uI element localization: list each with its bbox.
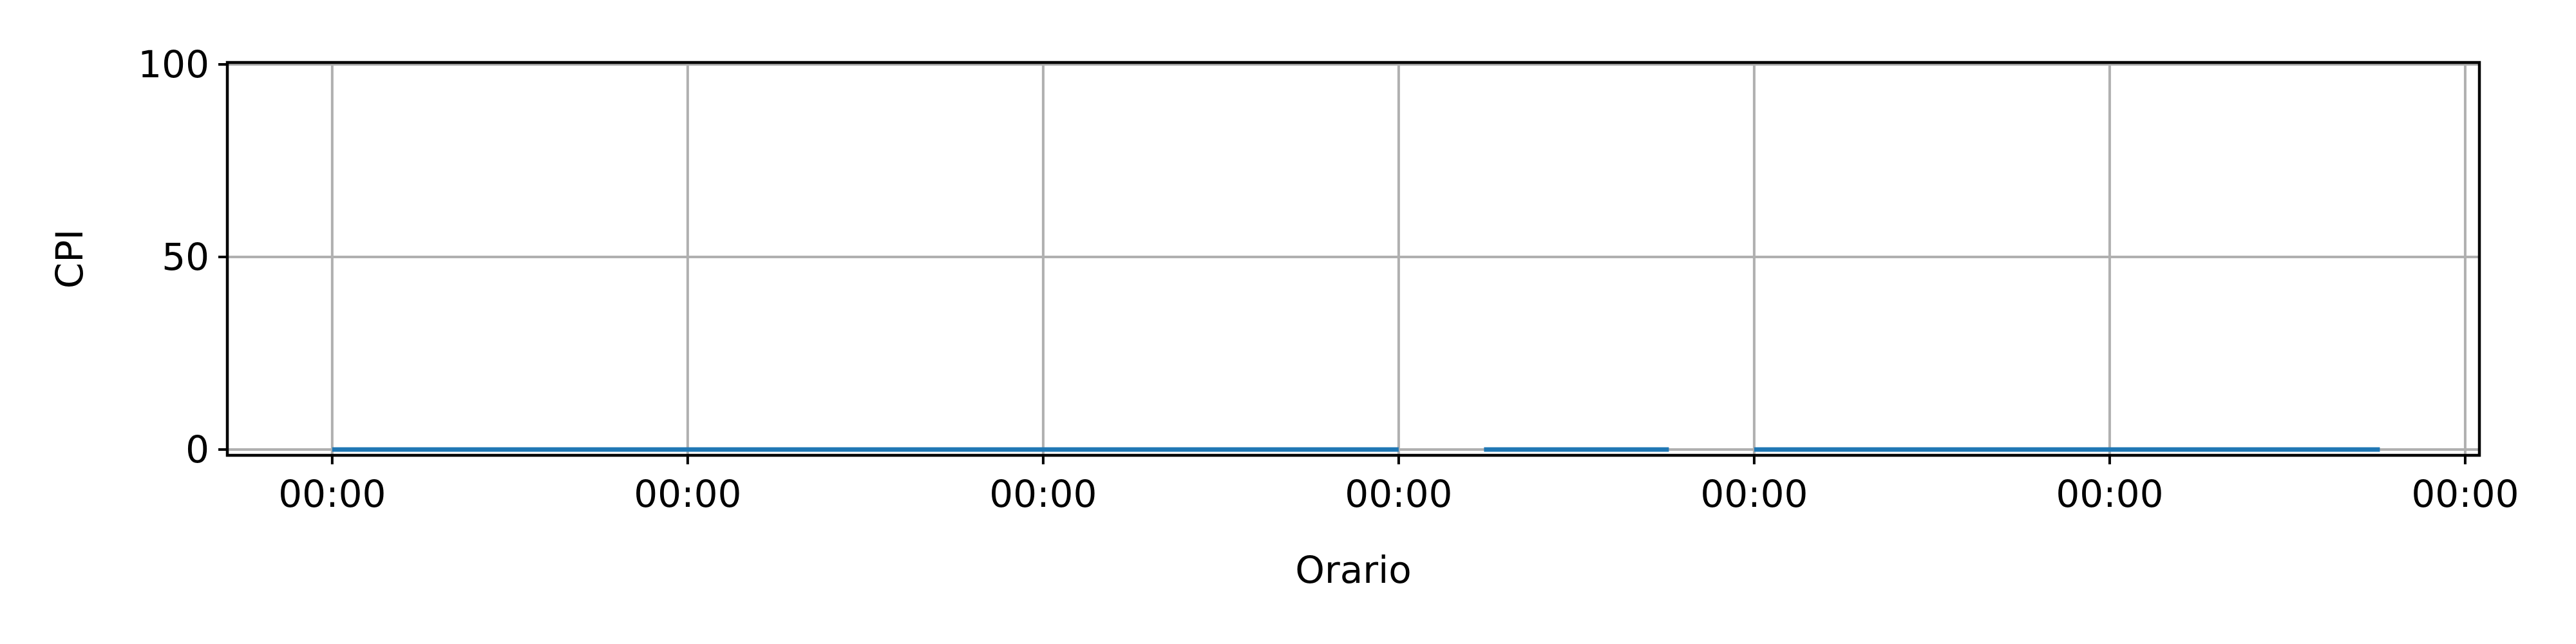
tick-layer: 00:00 00:00 00:00 00:00 00:00 00:00 00:00 0 50 10… bbox=[138, 43, 2519, 516]
x-tick-label-5: 00:00 bbox=[2056, 472, 2163, 516]
plot-frame bbox=[225, 61, 2481, 457]
y-axis-label: CPI bbox=[48, 229, 91, 289]
x-axis-label: Orario bbox=[1295, 548, 1412, 592]
x-tick-label-4: 00:00 bbox=[1700, 472, 1808, 516]
y-tick-label-0: 0 bbox=[185, 428, 209, 471]
y-tick-label-2: 100 bbox=[138, 43, 209, 86]
y-tick-label-1: 50 bbox=[162, 235, 209, 279]
grid-layer bbox=[227, 62, 2479, 455]
x-tick-label-1: 00:00 bbox=[634, 472, 741, 516]
x-tick-label-0: 00:00 bbox=[278, 472, 386, 516]
x-tick-label-3: 00:00 bbox=[1345, 472, 1452, 516]
x-tick-label-2: 00:00 bbox=[989, 472, 1097, 516]
x-tick-label-6: 00:00 bbox=[2411, 472, 2519, 516]
